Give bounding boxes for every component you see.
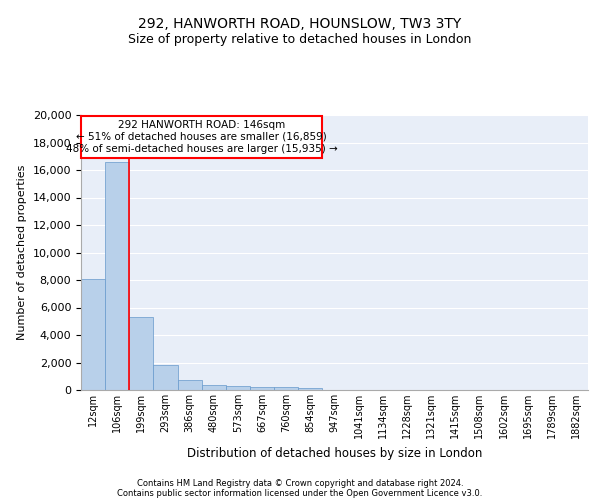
Bar bbox=[274, 387, 298, 390]
Bar bbox=[250, 386, 274, 390]
Text: 292 HANWORTH ROAD: 146sqm: 292 HANWORTH ROAD: 146sqm bbox=[118, 120, 286, 130]
Bar bbox=[178, 380, 202, 390]
Text: ← 51% of detached houses are smaller (16,859): ← 51% of detached houses are smaller (16… bbox=[76, 132, 327, 142]
Text: 48% of semi-detached houses are larger (15,935) →: 48% of semi-detached houses are larger (… bbox=[66, 144, 338, 154]
Bar bbox=[226, 386, 250, 390]
Y-axis label: Number of detached properties: Number of detached properties bbox=[17, 165, 27, 340]
Text: Contains HM Land Registry data © Crown copyright and database right 2024.: Contains HM Land Registry data © Crown c… bbox=[137, 478, 463, 488]
Text: Size of property relative to detached houses in London: Size of property relative to detached ho… bbox=[128, 32, 472, 46]
Bar bbox=[81, 278, 105, 390]
Text: Contains public sector information licensed under the Open Government Licence v3: Contains public sector information licen… bbox=[118, 488, 482, 498]
Text: 292, HANWORTH ROAD, HOUNSLOW, TW3 3TY: 292, HANWORTH ROAD, HOUNSLOW, TW3 3TY bbox=[139, 18, 461, 32]
Bar bbox=[298, 388, 322, 390]
Bar bbox=[154, 364, 178, 390]
Bar bbox=[105, 162, 129, 390]
FancyBboxPatch shape bbox=[81, 116, 322, 158]
Bar bbox=[129, 317, 154, 390]
X-axis label: Distribution of detached houses by size in London: Distribution of detached houses by size … bbox=[187, 446, 482, 460]
Bar bbox=[202, 385, 226, 390]
